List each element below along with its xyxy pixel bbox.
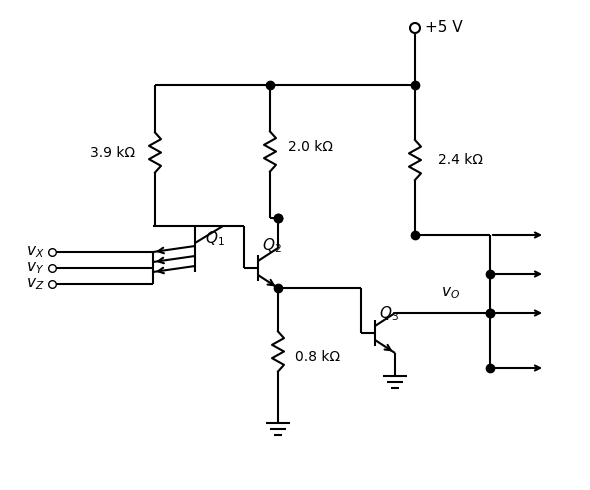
Text: $Q_3$: $Q_3$ [379, 304, 399, 323]
Text: 2.4 kΩ: 2.4 kΩ [438, 153, 483, 167]
Text: $Q_1$: $Q_1$ [205, 229, 225, 248]
Text: 3.9 kΩ: 3.9 kΩ [90, 146, 136, 160]
Text: 2.0 kΩ: 2.0 kΩ [287, 140, 333, 153]
Text: $v_O$: $v_O$ [441, 286, 460, 301]
Text: $Q_2$: $Q_2$ [262, 236, 281, 255]
Text: 0.8 kΩ: 0.8 kΩ [296, 349, 340, 364]
Text: $v_Z$: $v_Z$ [25, 276, 44, 292]
Text: $v_Y$: $v_Y$ [26, 260, 44, 276]
Text: +5 V: +5 V [425, 21, 463, 35]
Text: $v_X$: $v_X$ [25, 244, 44, 260]
